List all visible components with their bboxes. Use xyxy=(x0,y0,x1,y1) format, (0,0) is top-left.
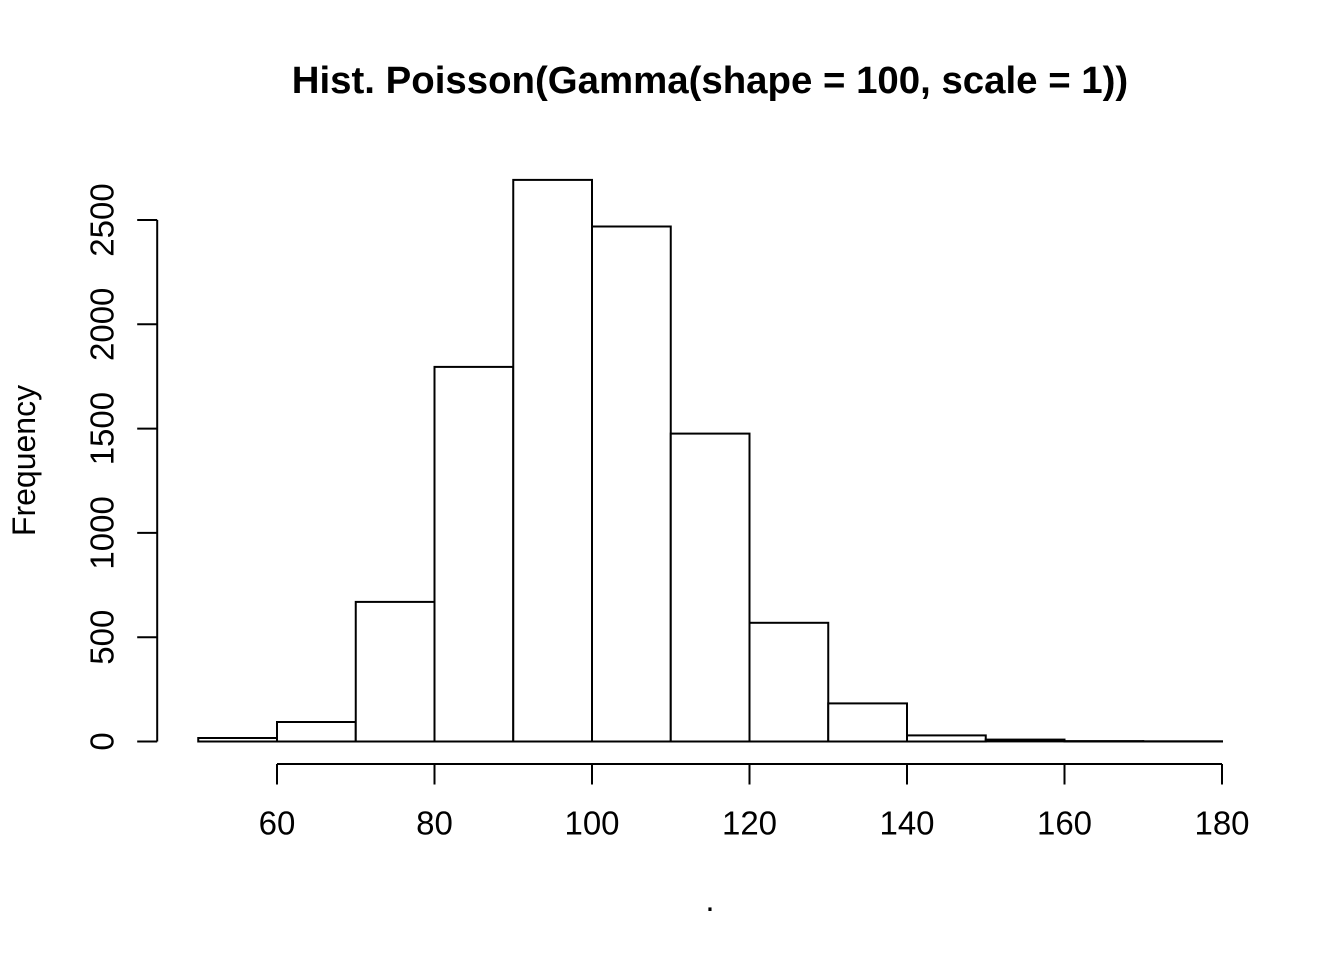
svg-text:.: . xyxy=(705,881,714,918)
svg-text:180: 180 xyxy=(1194,805,1249,842)
svg-text:60: 60 xyxy=(259,805,296,842)
svg-text:Frequency: Frequency xyxy=(6,385,42,536)
svg-text:1500: 1500 xyxy=(84,392,121,465)
svg-text:2500: 2500 xyxy=(84,183,121,256)
svg-text:Hist. Poisson(Gamma(shape = 10: Hist. Poisson(Gamma(shape = 100, scale =… xyxy=(292,59,1128,102)
svg-text:80: 80 xyxy=(416,805,453,842)
svg-text:0: 0 xyxy=(84,732,121,750)
svg-text:120: 120 xyxy=(722,805,777,842)
svg-text:140: 140 xyxy=(879,805,934,842)
svg-text:160: 160 xyxy=(1037,805,1092,842)
svg-text:1000: 1000 xyxy=(84,496,121,569)
svg-text:100: 100 xyxy=(564,805,619,842)
svg-text:2000: 2000 xyxy=(84,288,121,361)
svg-text:500: 500 xyxy=(84,610,121,665)
